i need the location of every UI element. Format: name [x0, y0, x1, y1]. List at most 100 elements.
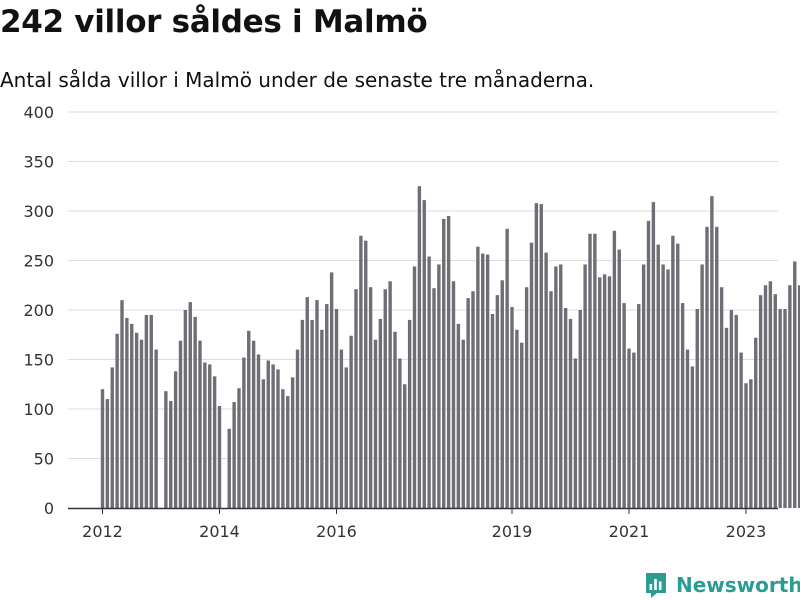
bar — [164, 391, 168, 508]
bar — [178, 340, 183, 508]
bar — [734, 314, 738, 508]
bar — [373, 339, 378, 508]
bar — [242, 357, 246, 508]
bar — [641, 264, 646, 508]
y-tick-label: 50 — [34, 450, 54, 469]
bar — [710, 196, 714, 508]
bar — [476, 246, 480, 508]
bar — [320, 329, 324, 508]
bar — [110, 367, 114, 508]
bar — [719, 287, 724, 508]
bar — [568, 318, 573, 508]
bar — [442, 218, 446, 509]
y-tick-label: 300 — [23, 202, 54, 221]
bar — [227, 428, 231, 508]
bar — [676, 243, 680, 509]
bar — [354, 289, 358, 508]
bar — [729, 310, 734, 508]
bar — [773, 294, 777, 508]
bar — [651, 202, 656, 508]
bar — [281, 389, 285, 508]
bar — [520, 342, 524, 508]
brand-name: Newsworthy — [676, 573, 800, 597]
bar — [305, 297, 309, 508]
y-tick-label: 100 — [23, 400, 54, 419]
bar — [237, 388, 241, 508]
bar — [632, 352, 636, 508]
x-tick-label: 2012 — [82, 522, 123, 541]
bar — [637, 304, 641, 508]
x-tick-label: 2021 — [609, 522, 650, 541]
y-tick-label: 200 — [23, 301, 54, 320]
y-tick-label: 150 — [23, 351, 54, 370]
newsworthy-logo: Newsworthy — [644, 570, 800, 600]
bar — [661, 264, 665, 508]
bar — [666, 269, 670, 508]
bar — [715, 226, 719, 508]
bar — [788, 285, 792, 508]
bar — [198, 340, 202, 508]
bar — [471, 291, 475, 508]
bar — [627, 348, 631, 508]
bar — [310, 319, 314, 508]
bar — [393, 331, 397, 508]
bar — [256, 354, 261, 508]
bar — [173, 371, 178, 508]
bar — [120, 300, 124, 508]
bar — [461, 339, 465, 508]
bar — [325, 304, 329, 508]
bar — [403, 384, 407, 508]
bar — [563, 308, 568, 508]
bar — [139, 339, 144, 508]
bar — [758, 295, 763, 508]
bar — [368, 287, 373, 508]
bar — [208, 364, 212, 508]
bar — [617, 249, 621, 509]
bar — [505, 228, 509, 508]
bar — [793, 261, 797, 508]
bar — [515, 329, 519, 508]
bar — [544, 252, 548, 508]
bar — [130, 323, 134, 508]
bar — [705, 226, 709, 508]
bar — [685, 349, 690, 508]
bar — [680, 303, 685, 508]
bar — [417, 186, 422, 508]
bar — [671, 235, 675, 508]
bar — [315, 300, 319, 508]
bar — [349, 335, 353, 508]
bar — [422, 200, 426, 509]
bar — [573, 358, 578, 508]
bar — [602, 274, 607, 508]
bar — [495, 295, 500, 508]
bar — [100, 389, 105, 508]
bar — [388, 281, 392, 508]
bar — [432, 288, 436, 508]
bar — [612, 230, 617, 509]
bar — [383, 289, 387, 508]
bar — [754, 337, 758, 508]
bar — [510, 307, 514, 508]
bar — [578, 310, 582, 508]
bar — [524, 287, 529, 508]
y-tick-label: 350 — [23, 153, 54, 172]
bar — [407, 319, 412, 508]
bar — [339, 349, 344, 508]
bar — [690, 366, 695, 508]
bar — [549, 291, 553, 508]
bar — [329, 272, 334, 508]
bar — [300, 319, 305, 508]
bar — [607, 276, 612, 508]
bar — [169, 401, 173, 508]
bar — [344, 367, 348, 508]
bar — [271, 364, 275, 508]
bar — [598, 277, 602, 508]
bar — [134, 332, 139, 508]
bar — [427, 256, 431, 508]
bar — [286, 396, 290, 508]
bar — [456, 323, 461, 508]
bar — [783, 309, 787, 508]
bar — [247, 330, 251, 508]
bar — [359, 235, 363, 508]
